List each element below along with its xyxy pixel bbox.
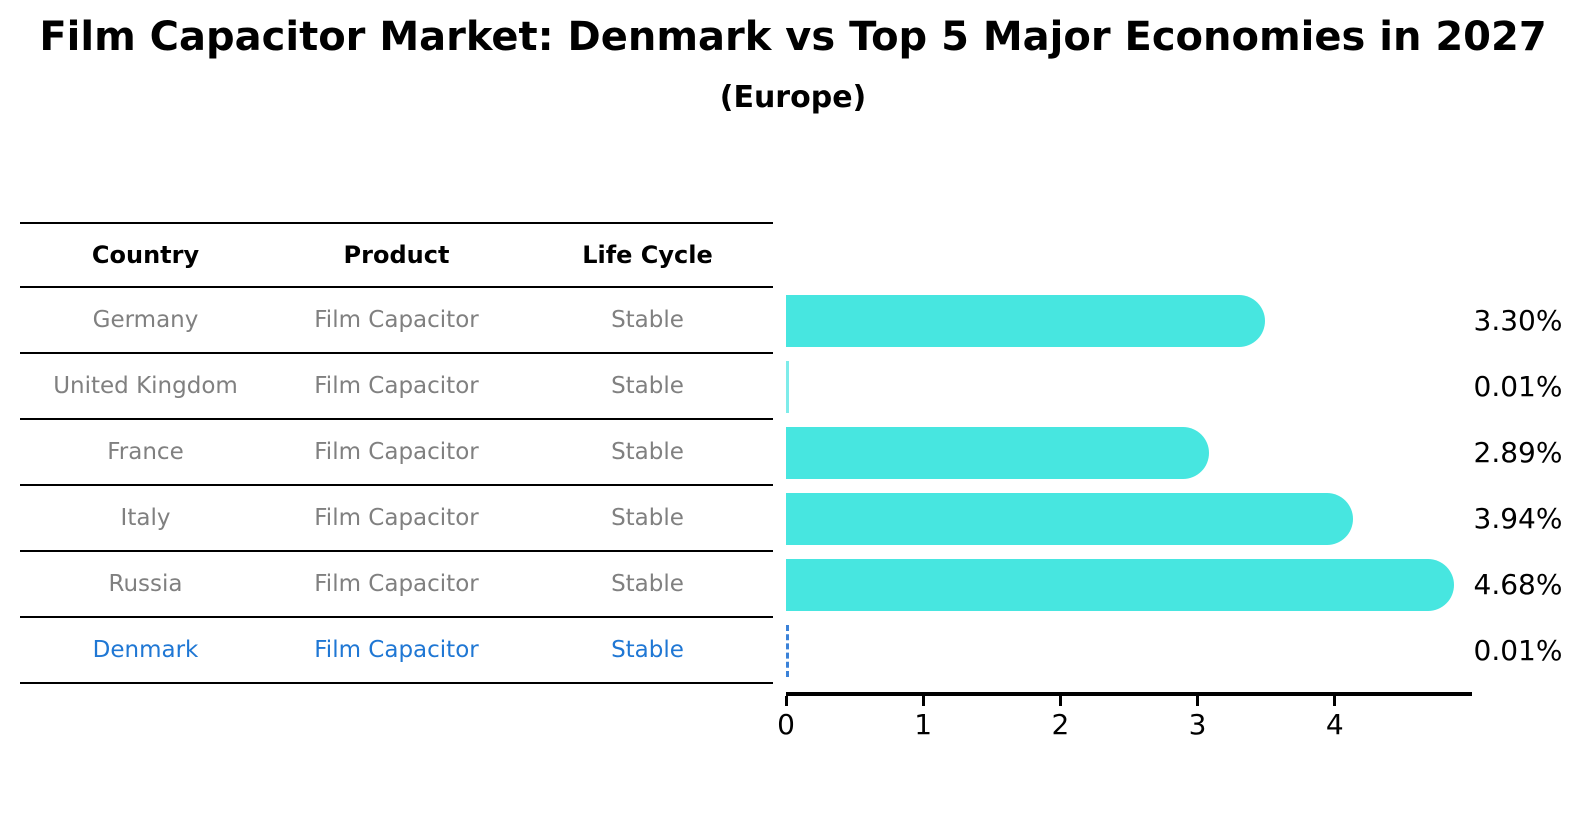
- cell-country: Russia: [108, 571, 183, 597]
- value-label-italy: 3.94%: [1473, 502, 1563, 535]
- cell-life-cycle: Stable: [611, 439, 684, 465]
- table-header-row: Country Product Life Cycle: [20, 222, 773, 288]
- value-label-column: 3.30% 0.01% 2.89% 3.94% 4.68% 0.01%: [1466, 288, 1570, 684]
- header-cell-life-cycle: Life Cycle: [582, 241, 713, 269]
- value-label-united-kingdom: 0.01%: [1473, 370, 1563, 403]
- bar-germany: [786, 295, 1265, 347]
- x-tick-mark: [1196, 696, 1200, 706]
- page-subtitle: (Europe): [719, 80, 867, 115]
- bar-row-germany: [786, 288, 1472, 354]
- cell-country: France: [107, 439, 184, 465]
- cell-life-cycle: Stable: [611, 505, 684, 531]
- x-axis-line: [786, 692, 1472, 696]
- table-row-united-kingdom: United Kingdom Film Capacitor Stable: [20, 354, 773, 420]
- x-axis: 0 1 2 3 4: [777, 696, 1472, 752]
- table-row-france: France Film Capacitor Stable: [20, 420, 773, 486]
- bar-chart: [786, 288, 1472, 684]
- bar-united-kingdom: [786, 361, 789, 413]
- bar-row-united-kingdom: [786, 354, 1472, 420]
- x-tick-mark: [1333, 696, 1337, 706]
- cell-country: Germany: [92, 307, 199, 333]
- x-tick-label: 2: [1051, 708, 1070, 741]
- cell-product: Film Capacitor: [314, 637, 479, 663]
- x-tick-mark: [921, 696, 925, 706]
- value-label-denmark: 0.01%: [1473, 634, 1563, 667]
- cell-product: Film Capacitor: [314, 439, 479, 465]
- cell-life-cycle: Stable: [611, 373, 684, 399]
- value-label-russia: 4.68%: [1473, 568, 1563, 601]
- table-row-russia: Russia Film Capacitor Stable: [20, 552, 773, 618]
- x-tick-label: 1: [914, 708, 933, 741]
- cell-life-cycle: Stable: [611, 571, 684, 597]
- cell-life-cycle: Stable: [611, 307, 684, 333]
- cell-product: Film Capacitor: [314, 571, 479, 597]
- cell-life-cycle: Stable: [611, 637, 684, 663]
- x-tick-label: 3: [1188, 708, 1207, 741]
- bar-row-denmark: [786, 618, 1472, 684]
- cell-product: Film Capacitor: [314, 373, 479, 399]
- cell-country: Italy: [120, 505, 171, 531]
- table-row-germany: Germany Film Capacitor Stable: [20, 288, 773, 354]
- header-cell-product: Product: [343, 241, 450, 269]
- bar-italy: [786, 493, 1353, 545]
- page-title: Film Capacitor Market: Denmark vs Top 5 …: [39, 14, 1547, 60]
- bar-denmark: [786, 625, 789, 677]
- header-cell-country: Country: [91, 241, 200, 269]
- table-row-italy: Italy Film Capacitor Stable: [20, 486, 773, 552]
- value-label-france: 2.89%: [1473, 436, 1563, 469]
- cell-country: United Kingdom: [53, 373, 238, 399]
- x-tick-label: 4: [1325, 708, 1344, 741]
- cell-product: Film Capacitor: [314, 505, 479, 531]
- data-table: Country Product Life Cycle Germany Film …: [20, 222, 773, 684]
- bar-france: [786, 427, 1209, 479]
- table-row-denmark: Denmark Film Capacitor Stable: [20, 618, 773, 684]
- x-tick-label: 0: [777, 708, 795, 741]
- x-tick-mark: [784, 696, 788, 706]
- bar-row-russia: [786, 552, 1472, 618]
- value-label-germany: 3.30%: [1473, 304, 1563, 337]
- cell-country: Denmark: [92, 637, 199, 663]
- bar-russia: [786, 559, 1455, 611]
- x-tick-mark: [1058, 696, 1062, 706]
- bar-row-italy: [786, 486, 1472, 552]
- bar-row-france: [786, 420, 1472, 486]
- cell-product: Film Capacitor: [314, 307, 479, 333]
